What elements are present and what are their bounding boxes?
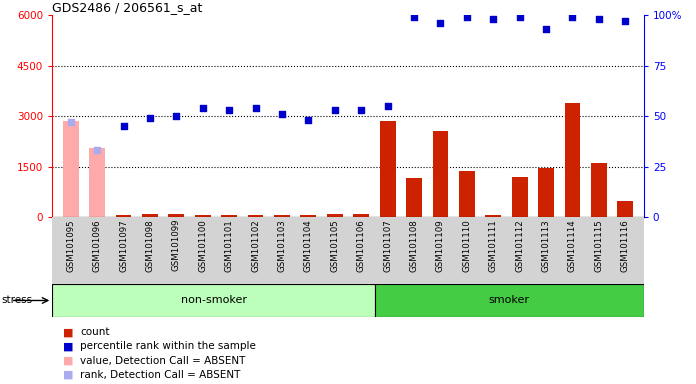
Point (329, 107, 340, 113)
Point (409, 14, 420, 20)
Point (118, 123, 129, 129)
Text: GSM101098: GSM101098 (145, 219, 155, 271)
Text: GSM101097: GSM101097 (119, 219, 128, 271)
Point (65, 119, 77, 125)
Text: rank, Detection Call = ABSENT: rank, Detection Call = ABSENT (80, 370, 240, 380)
Text: GSM101110: GSM101110 (462, 219, 471, 272)
Bar (564, 103, 580, 217)
Point (488, 17, 499, 23)
Point (276, 111, 287, 117)
Point (619, 18, 631, 25)
Point (382, 103, 393, 109)
Text: percentile rank within the sample: percentile rank within the sample (80, 341, 256, 351)
Bar (406, 178, 422, 217)
Point (435, 20, 446, 26)
Point (541, 26, 552, 33)
FancyBboxPatch shape (52, 284, 375, 317)
Bar (142, 214, 158, 217)
Text: GSM101107: GSM101107 (383, 219, 392, 272)
Text: GSM101101: GSM101101 (225, 219, 234, 272)
Text: GSM101095: GSM101095 (66, 219, 75, 271)
Text: ■: ■ (63, 327, 73, 337)
Point (197, 105, 208, 111)
Text: non-smoker: non-smoker (180, 295, 246, 306)
Bar (459, 170, 475, 217)
Bar (63, 121, 79, 217)
Bar (354, 214, 369, 217)
FancyBboxPatch shape (375, 284, 644, 317)
Bar (168, 214, 184, 217)
Bar (195, 215, 211, 217)
Bar (432, 131, 448, 217)
Point (303, 117, 314, 123)
Point (92, 147, 103, 154)
Text: count: count (80, 327, 109, 337)
Bar (301, 215, 316, 217)
Bar (485, 215, 501, 217)
Text: GSM101105: GSM101105 (331, 219, 339, 272)
Bar (512, 177, 528, 217)
Text: ■: ■ (63, 356, 73, 366)
Point (144, 115, 155, 121)
Text: GSM101111: GSM101111 (489, 219, 498, 272)
Text: GSM101113: GSM101113 (541, 219, 551, 272)
Text: GSM101108: GSM101108 (409, 219, 418, 272)
Bar (89, 148, 105, 217)
Text: stress: stress (1, 295, 33, 306)
Text: GSM101109: GSM101109 (436, 219, 445, 271)
Bar (538, 168, 554, 217)
Bar (591, 163, 607, 217)
Text: GSM101104: GSM101104 (304, 219, 313, 272)
Bar (274, 215, 290, 217)
Text: value, Detection Call = ABSENT: value, Detection Call = ABSENT (80, 356, 246, 366)
Text: GSM101115: GSM101115 (594, 219, 603, 272)
Text: GSM101116: GSM101116 (621, 219, 630, 272)
Point (223, 107, 235, 113)
Bar (380, 121, 395, 217)
Text: smoker: smoker (489, 295, 530, 306)
Point (567, 14, 578, 20)
Text: GSM101096: GSM101096 (93, 219, 102, 271)
Text: ■: ■ (63, 370, 73, 380)
Text: GSM101103: GSM101103 (278, 219, 287, 272)
Text: GDS2486 / 206561_s_at: GDS2486 / 206561_s_at (52, 1, 203, 14)
Text: ■: ■ (63, 341, 73, 351)
Bar (221, 215, 237, 217)
Bar (248, 215, 264, 217)
Text: GSM101112: GSM101112 (515, 219, 524, 272)
Point (461, 14, 473, 20)
Point (514, 14, 525, 20)
Point (171, 113, 182, 119)
Text: GSM101099: GSM101099 (172, 219, 181, 271)
Text: GSM101106: GSM101106 (357, 219, 365, 272)
Text: GSM101100: GSM101100 (198, 219, 207, 272)
Bar (116, 215, 132, 217)
Point (593, 17, 604, 23)
Point (356, 107, 367, 113)
Bar (327, 214, 342, 217)
Text: GSM101102: GSM101102 (251, 219, 260, 272)
Point (250, 105, 261, 111)
Bar (617, 201, 633, 217)
Text: GSM101114: GSM101114 (568, 219, 577, 272)
